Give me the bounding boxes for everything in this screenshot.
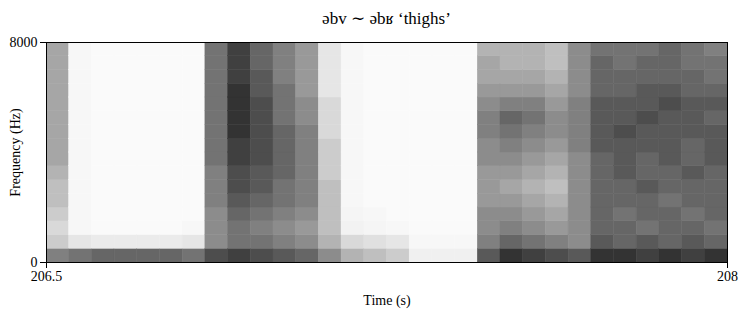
- svg-text:Frequency (Hz): Frequency (Hz): [8, 108, 24, 197]
- svg-text:208: 208: [717, 269, 738, 284]
- svg-text:0: 0: [31, 255, 38, 270]
- html-text:əbv ∼ əbʁ ‘thighs’: əbv ∼ əbʁ ‘thighs’: [322, 9, 451, 28]
- svg-text:Time (s): Time (s): [363, 293, 411, 309]
- svg-text:206.5: 206.5: [31, 269, 63, 284]
- svg-text:8000: 8000: [10, 35, 38, 50]
